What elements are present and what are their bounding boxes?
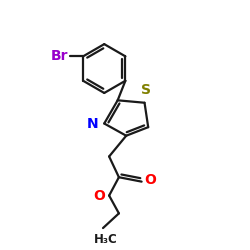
Text: O: O — [144, 174, 156, 188]
Text: Br: Br — [51, 49, 68, 63]
Text: S: S — [141, 83, 151, 97]
Text: O: O — [93, 188, 105, 202]
Text: H₃C: H₃C — [94, 233, 117, 246]
Text: N: N — [87, 116, 99, 130]
